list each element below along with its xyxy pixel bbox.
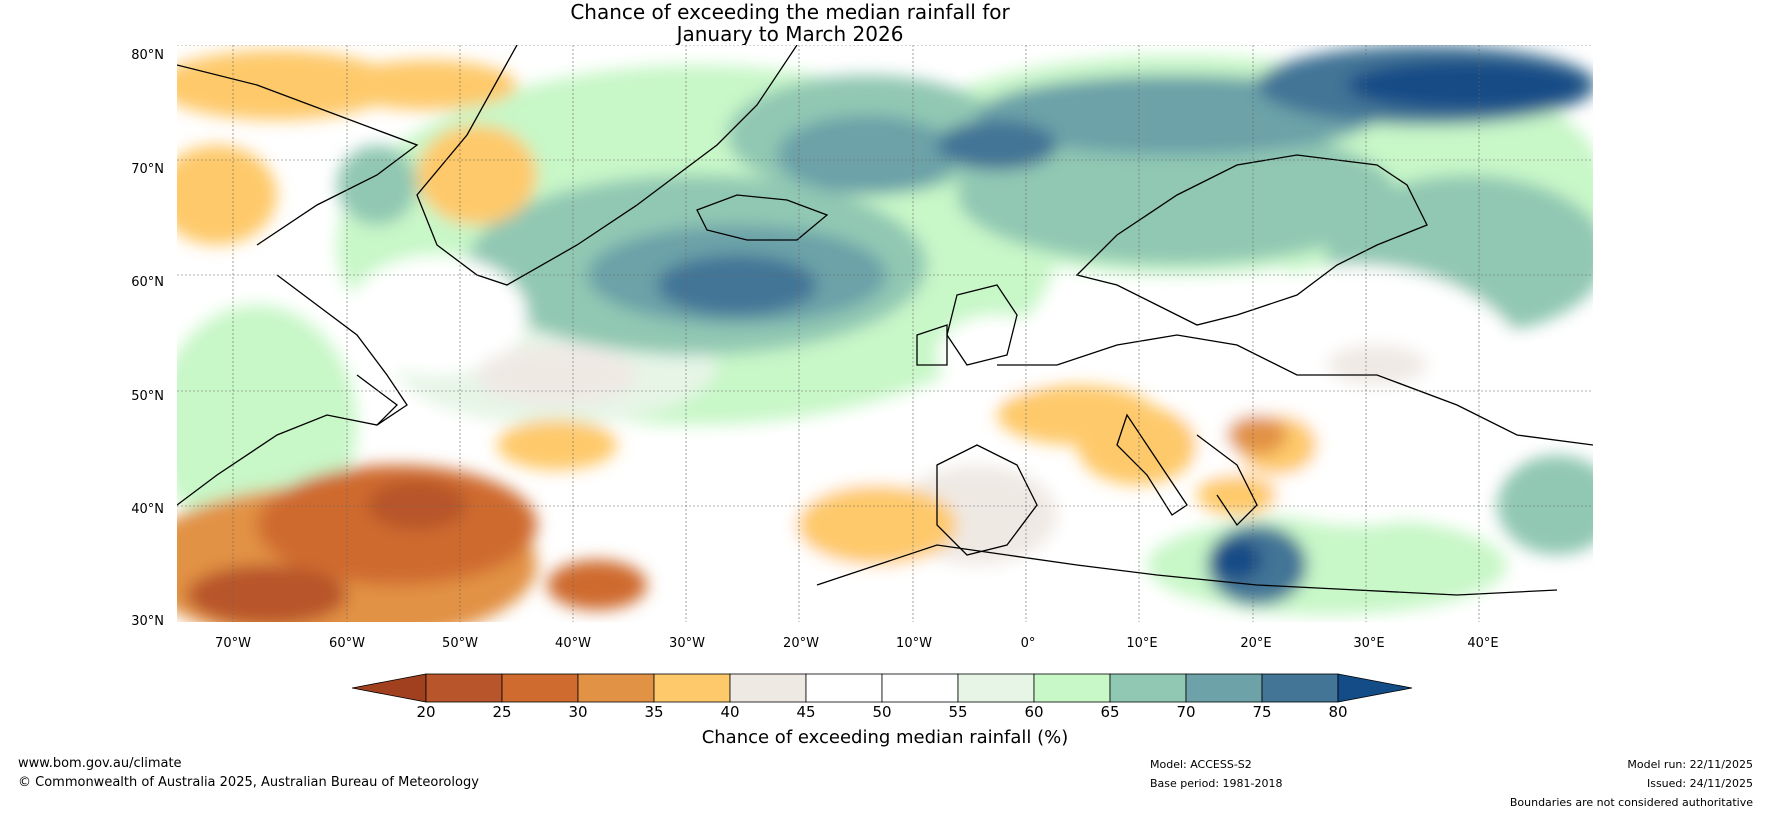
colorbar-tick-60: 60 bbox=[1024, 703, 1044, 721]
lat-label-30n: 30°N bbox=[131, 614, 164, 629]
colorbar-tick-80: 80 bbox=[1328, 703, 1348, 721]
colorbar-tick-50: 50 bbox=[872, 703, 892, 721]
colorbar-extend-high bbox=[1337, 673, 1413, 703]
colorbar-tick-20: 20 bbox=[416, 703, 436, 721]
footer-model-run: Model run: 22/11/2025 bbox=[1627, 758, 1753, 771]
probability-field bbox=[177, 45, 1593, 622]
colorbar-tick-40: 40 bbox=[720, 703, 740, 721]
colorbar-tick-65: 65 bbox=[1100, 703, 1120, 721]
colorbar-cell bbox=[957, 673, 1035, 703]
chart-title-line1: Chance of exceeding the median rainfall … bbox=[570, 0, 1010, 24]
lon-label-40e: 40°E bbox=[1467, 636, 1499, 651]
colorbar-cell bbox=[653, 673, 731, 703]
colorbar-tick-70: 70 bbox=[1176, 703, 1196, 721]
colorbar-cell bbox=[1033, 673, 1111, 703]
lat-label-50n: 50°N bbox=[131, 389, 164, 404]
footer-boundaries: Boundaries are not considered authoritat… bbox=[1509, 796, 1753, 809]
colorbar-tick-25: 25 bbox=[492, 703, 512, 721]
colorbar-extend-low bbox=[352, 673, 427, 703]
footer-url[interactable]: www.bom.gov.au/climate bbox=[18, 756, 182, 771]
lon-label-20e: 20°E bbox=[1240, 636, 1272, 651]
colorbar-cell bbox=[425, 673, 503, 703]
footer-copyright: © Commonwealth of Australia 2025, Austra… bbox=[18, 775, 479, 790]
chart-title-line2: January to March 2026 bbox=[676, 22, 904, 46]
lon-label-10e: 10°E bbox=[1126, 636, 1158, 651]
colorbar-cell bbox=[729, 673, 807, 703]
coastlines bbox=[177, 45, 1593, 596]
colorbar-cell bbox=[501, 673, 579, 703]
footer-issued: Issued: 24/11/2025 bbox=[1646, 777, 1753, 790]
colorbar-cell bbox=[805, 673, 883, 703]
lon-label-30w: 30°W bbox=[669, 636, 705, 651]
lat-label-70n: 70°N bbox=[131, 162, 164, 177]
footer-base-period: Base period: 1981-2018 bbox=[1150, 777, 1283, 790]
lat-label-40n: 40°N bbox=[131, 502, 164, 517]
graticule bbox=[177, 45, 1593, 622]
lat-label-80n: 80°N bbox=[131, 48, 164, 63]
colorbar-tick-55: 55 bbox=[948, 703, 968, 721]
lon-label-0: 0° bbox=[1020, 636, 1036, 651]
colorbar bbox=[352, 673, 1413, 703]
lon-label-50w: 50°W bbox=[442, 636, 478, 651]
colorbar-tick-75: 75 bbox=[1252, 703, 1272, 721]
colorbar-tick-30: 30 bbox=[568, 703, 588, 721]
lat-label-60n: 60°N bbox=[131, 275, 164, 290]
map-svg bbox=[177, 45, 1593, 622]
lon-label-40w: 40°W bbox=[555, 636, 591, 651]
colorbar-tick-45: 45 bbox=[796, 703, 816, 721]
lon-label-60w: 60°W bbox=[329, 636, 365, 651]
lon-label-10w: 10°W bbox=[896, 636, 932, 651]
colorbar-cell bbox=[1185, 673, 1263, 703]
colorbar-tick-35: 35 bbox=[644, 703, 664, 721]
rainfall-probability-map bbox=[177, 45, 1593, 622]
footer-model: Model: ACCESS-S2 bbox=[1150, 758, 1252, 771]
colorbar-cell bbox=[881, 673, 959, 703]
colorbar-cell bbox=[577, 673, 655, 703]
colorbar-cell bbox=[1261, 673, 1339, 703]
lon-label-30e: 30°E bbox=[1353, 636, 1385, 651]
lon-label-20w: 20°W bbox=[783, 636, 819, 651]
lon-label-70w: 70°W bbox=[215, 636, 251, 651]
colorbar-cell bbox=[1109, 673, 1187, 703]
colorbar-label: Chance of exceeding median rainfall (%) bbox=[701, 727, 1069, 748]
